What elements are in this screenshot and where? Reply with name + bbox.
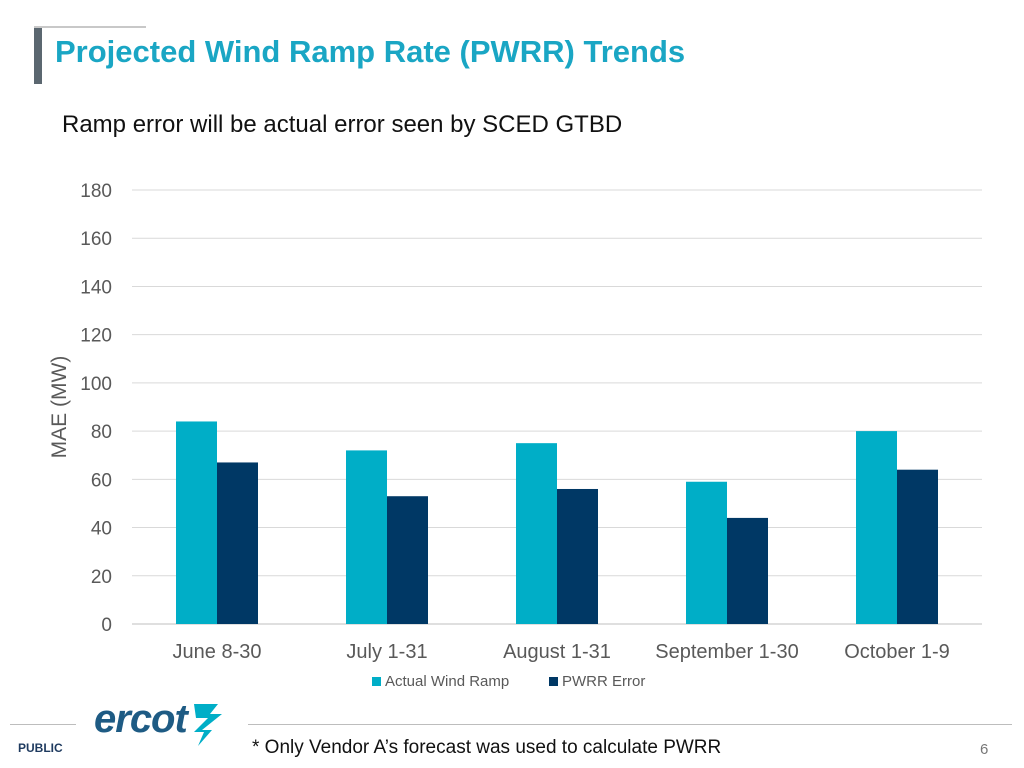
bar-pwrr-error xyxy=(387,496,428,624)
x-tick-label: June 8-30 xyxy=(173,641,262,663)
legend-swatch xyxy=(549,677,558,686)
page-number: 6 xyxy=(980,741,989,758)
classification-label: PUBLIC xyxy=(18,741,63,755)
ercot-logo-mark-icon xyxy=(194,704,222,746)
ercot-logo: ercot xyxy=(94,697,188,741)
y-tick-label: 180 xyxy=(80,181,112,202)
x-tick-label: October 1-9 xyxy=(844,641,950,663)
footer-rule-left xyxy=(10,724,76,725)
legend-label: PWRR Error xyxy=(562,673,645,690)
bar-actual-wind-ramp xyxy=(856,431,897,624)
bar-pwrr-error xyxy=(217,462,258,624)
y-tick-label: 120 xyxy=(80,326,112,347)
legend-swatch xyxy=(372,677,381,686)
legend-label: Actual Wind Ramp xyxy=(385,673,509,690)
x-tick-label: July 1-31 xyxy=(346,641,427,663)
bar-actual-wind-ramp xyxy=(686,481,727,624)
y-tick-label: 0 xyxy=(101,615,112,636)
bar-actual-wind-ramp xyxy=(346,450,387,624)
y-tick-label: 160 xyxy=(80,229,112,250)
bar-pwrr-error xyxy=(557,488,598,624)
y-tick-label: 80 xyxy=(91,422,112,443)
title-top-rule xyxy=(34,26,146,28)
bar-actual-wind-ramp xyxy=(176,421,217,624)
page-subtitle: Ramp error will be actual error seen by … xyxy=(62,111,623,138)
y-axis-label: MAE (MW) xyxy=(48,356,71,459)
title-accent-bar xyxy=(34,28,42,84)
x-tick-label: September 1-30 xyxy=(655,641,798,663)
bar-chart: 0 20 40 60 80 100 120 140 160 180 MAE (MW) June 8-3… xyxy=(48,181,982,690)
y-tick-label: 40 xyxy=(91,519,112,540)
y-tick-label: 140 xyxy=(80,277,112,298)
y-tick-label: 60 xyxy=(91,470,112,491)
x-tick-label: August 1-31 xyxy=(503,641,611,663)
footnote: * Only Vendor A’s forecast was used to c… xyxy=(252,737,722,758)
footer-rule-right xyxy=(248,724,1012,725)
bar-pwrr-error xyxy=(897,469,938,624)
y-tick-label: 20 xyxy=(91,567,112,588)
bar-actual-wind-ramp xyxy=(516,443,557,624)
page-title: Projected Wind Ramp Rate (PWRR) Trends xyxy=(55,34,686,69)
bar-pwrr-error xyxy=(727,517,768,624)
y-tick-label: 100 xyxy=(80,374,112,395)
